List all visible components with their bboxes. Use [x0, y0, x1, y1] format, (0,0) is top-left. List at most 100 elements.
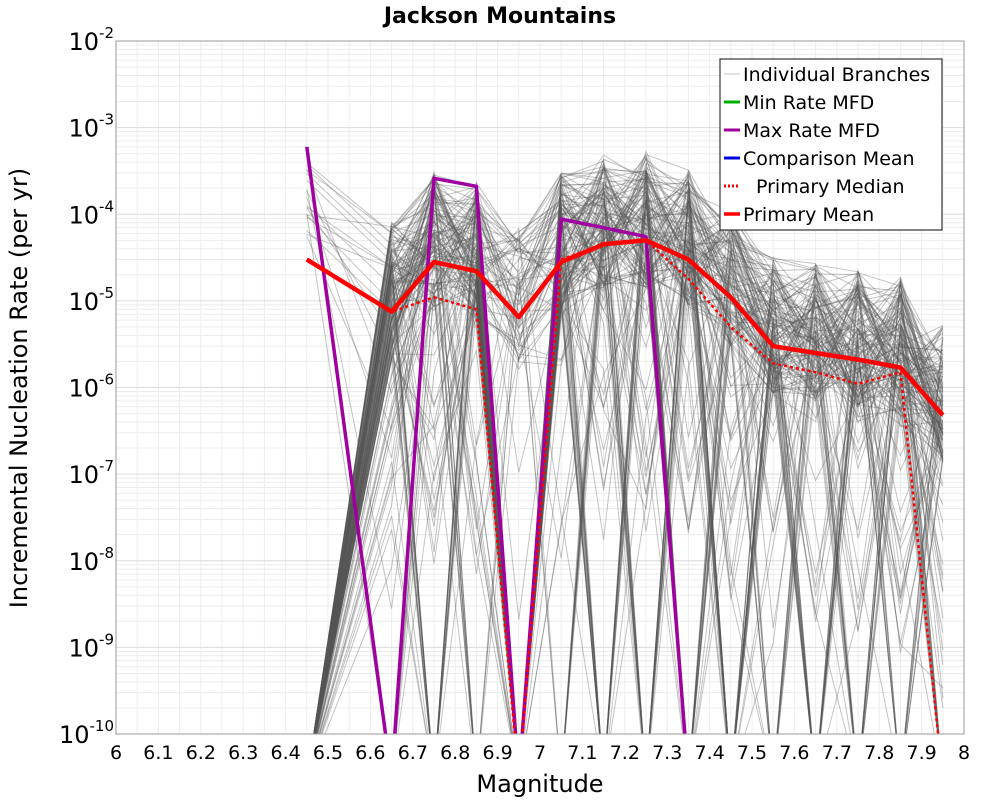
x-tick-label: 7.2 — [610, 742, 640, 764]
legend-label: Individual Branches — [743, 64, 930, 86]
branch-line — [313, 184, 943, 734]
branch-line — [313, 181, 943, 734]
branch-line — [314, 157, 944, 734]
branch-line — [314, 244, 944, 734]
grid — [115, 41, 965, 735]
y-tick-label: 10-5 — [68, 284, 114, 316]
series-lines — [305, 146, 945, 734]
y-tick-labels: 10-2 10-3 10-4 10-5 10-6 10-7 10-8 10-9 10-10 — [59, 24, 114, 749]
branch-line — [314, 201, 944, 734]
branch-line — [317, 172, 944, 734]
branch-line — [437, 176, 944, 734]
branch-line — [315, 182, 944, 734]
branch-line — [313, 202, 944, 734]
branch-line — [395, 206, 944, 734]
branch-line — [314, 202, 944, 734]
legend-label: Comparison Mean — [743, 148, 915, 170]
branch-line — [319, 154, 944, 734]
branch-line — [313, 183, 944, 734]
branch-line — [319, 206, 944, 734]
branch-line — [314, 211, 943, 734]
branch-line — [313, 164, 944, 734]
y-axis-label: Incremental Nucleation Rate (per yr) — [5, 168, 33, 608]
branch-line — [313, 169, 944, 734]
series-primary-median — [306, 239, 940, 734]
branch-line — [314, 186, 944, 734]
branch-line — [314, 180, 944, 734]
branch-line — [315, 165, 944, 734]
branch-line — [313, 175, 944, 734]
branch-line — [315, 245, 939, 734]
branch-line — [314, 182, 939, 734]
branch-line — [313, 183, 944, 734]
plot-area-frame — [115, 40, 965, 735]
branch-line — [314, 175, 944, 734]
branch-line — [314, 210, 944, 734]
y-tick-label: 10-3 — [68, 111, 114, 143]
branch-line — [306, 200, 944, 734]
series-primary-mean — [305, 238, 945, 417]
branch-line — [313, 191, 943, 734]
branch-line — [313, 158, 939, 734]
branch-line — [314, 167, 944, 734]
branch-line — [313, 184, 944, 734]
branch-line — [314, 162, 944, 734]
branch-line — [306, 204, 944, 734]
y-tick-label: 10-7 — [68, 457, 114, 489]
branch-line — [306, 169, 940, 734]
x-tick-label: 7.3 — [652, 742, 682, 764]
branch-line — [313, 196, 944, 734]
branch-line — [306, 184, 944, 734]
branch-line — [313, 171, 939, 734]
branch-line — [315, 221, 944, 734]
branch-line — [306, 173, 944, 734]
x-tick-label: 6.6 — [355, 742, 385, 764]
branch-line — [394, 187, 944, 734]
branch-line — [314, 168, 944, 734]
x-tick-label: 7.4 — [694, 742, 724, 764]
branch-line — [306, 207, 944, 734]
branch-line — [317, 168, 944, 734]
branch-line — [313, 177, 944, 734]
x-tick-label: 6.3 — [228, 742, 258, 764]
legend-label: Primary Mean — [743, 204, 874, 226]
x-tick-label: 6.2 — [186, 742, 216, 764]
branch-line — [313, 232, 944, 734]
x-tick-label: 7.9 — [906, 742, 936, 764]
branch-line — [313, 189, 944, 734]
branch-line — [306, 162, 944, 734]
branch-line — [313, 191, 944, 734]
branch-line — [394, 160, 935, 734]
branch-line — [313, 221, 943, 734]
branch-line — [315, 180, 944, 734]
branch-line — [313, 170, 940, 734]
x-tick-labels: 6 6.1 6.2 6.3 6.4 6.5 6.6 6.7 6.8 6.9 7 7.1 7.2 7.3 7.… — [110, 742, 970, 764]
branch-line — [394, 213, 944, 734]
branch-line — [313, 184, 944, 734]
branch-line — [306, 187, 939, 734]
legend-label: Primary Median — [756, 176, 905, 198]
branch-line — [313, 170, 944, 734]
branch-line — [313, 183, 944, 734]
branch-line — [315, 197, 943, 734]
x-tick-label: 6.1 — [143, 742, 173, 764]
branch-line — [315, 178, 944, 734]
branch-line — [306, 189, 944, 734]
y-tick-label: 10-4 — [68, 197, 114, 229]
branch-line — [313, 181, 944, 734]
legend-label: Min Rate MFD — [743, 92, 874, 114]
branch-line — [313, 178, 943, 734]
branch-line — [314, 170, 944, 734]
branch-line — [306, 193, 943, 734]
branch-line — [314, 213, 943, 734]
x-tick-label: 7.6 — [779, 742, 809, 764]
branch-line — [313, 167, 944, 734]
branch-line — [314, 173, 944, 734]
branch-line — [314, 184, 944, 734]
branch-line — [314, 169, 944, 734]
branch-line — [313, 190, 944, 734]
branch-line — [320, 179, 940, 734]
branch-line — [314, 179, 944, 734]
branch-line — [313, 155, 944, 734]
branch-line — [314, 185, 944, 734]
